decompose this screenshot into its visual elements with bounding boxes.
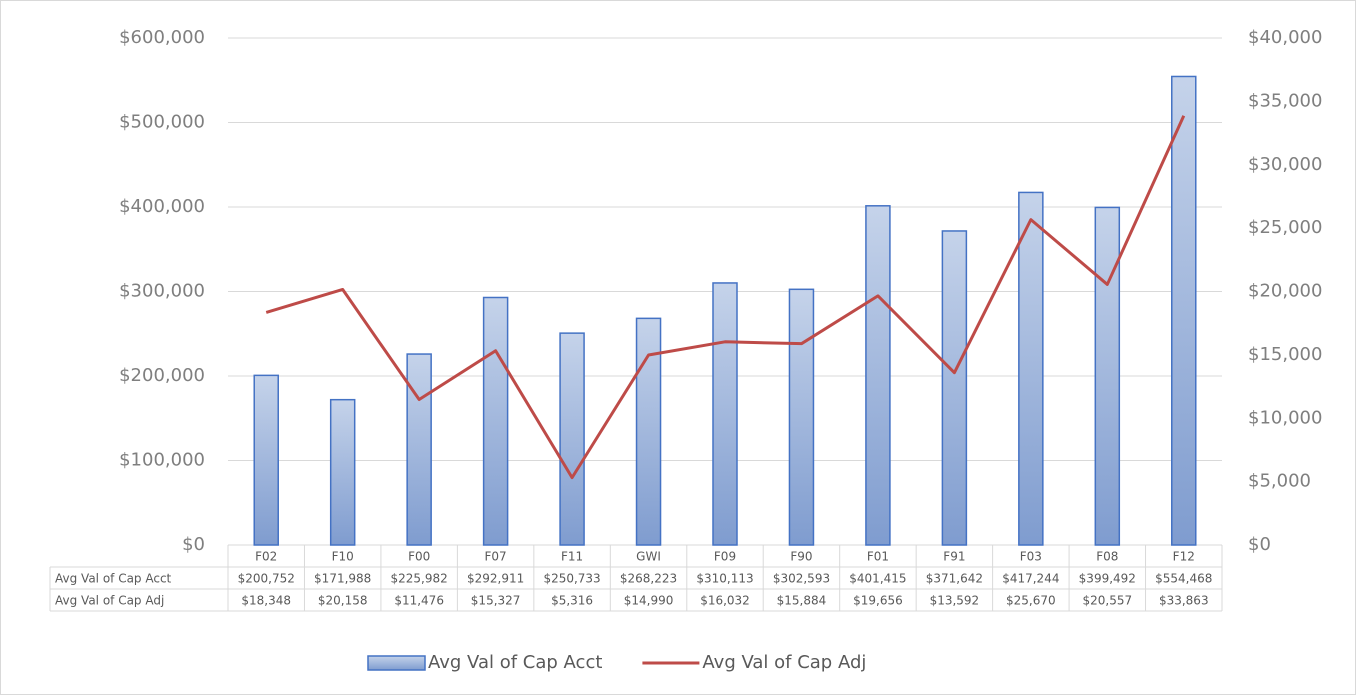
bar bbox=[406, 353, 432, 546]
bar bbox=[788, 288, 815, 546]
y-tick-label: $100,000 bbox=[119, 450, 205, 471]
bar bbox=[329, 398, 356, 546]
y-tick-label: $500,000 bbox=[119, 112, 205, 133]
table-cell: $33,863 bbox=[1159, 594, 1209, 608]
y2-tick-label: $20,000 bbox=[1248, 281, 1322, 302]
bar bbox=[1018, 191, 1044, 546]
x-tick-label: F01 bbox=[867, 550, 889, 564]
table-cell: $14,990 bbox=[624, 594, 674, 608]
table-cell: $250,733 bbox=[543, 572, 600, 586]
table-cell: $200,752 bbox=[238, 572, 295, 586]
legend-label: Avg Val of Cap Adj bbox=[702, 652, 866, 673]
bar bbox=[253, 374, 279, 546]
y2-tick-label: $10,000 bbox=[1248, 407, 1322, 428]
table-cell: $15,327 bbox=[471, 594, 521, 608]
x-tick-label: F11 bbox=[561, 550, 583, 564]
x-tick-label: F10 bbox=[332, 550, 354, 564]
table-cell: $13,592 bbox=[930, 594, 980, 608]
y2-tick-label: $25,000 bbox=[1248, 217, 1322, 238]
line bbox=[265, 115, 1186, 480]
bar bbox=[1171, 75, 1197, 546]
y-tick-label: $600,000 bbox=[119, 27, 205, 48]
x-tick-label: F12 bbox=[1173, 550, 1195, 564]
table-cell: $11,476 bbox=[394, 594, 444, 608]
y2-tick-label: $5,000 bbox=[1248, 471, 1311, 492]
x-tick-label: F90 bbox=[790, 550, 812, 564]
table-cell: $292,911 bbox=[467, 572, 524, 586]
table-cell: $5,316 bbox=[551, 594, 593, 608]
table-cell: $310,113 bbox=[696, 572, 753, 586]
table-cell: $401,415 bbox=[849, 572, 906, 586]
y-tick-label: $400,000 bbox=[119, 196, 205, 217]
y2-tick-label: $30,000 bbox=[1248, 154, 1322, 175]
x-tick-label: F02 bbox=[255, 550, 277, 564]
table-row-label: Avg Val of Cap Adj bbox=[55, 594, 164, 608]
table-cell: $302,593 bbox=[773, 572, 830, 586]
bar bbox=[941, 230, 968, 546]
table-cell: $371,642 bbox=[926, 572, 983, 586]
x-tick-label: F09 bbox=[714, 550, 736, 564]
legend-swatch bbox=[367, 655, 426, 671]
table-cell: $25,670 bbox=[1006, 594, 1056, 608]
y-tick-label: $0 bbox=[182, 534, 205, 555]
bar bbox=[559, 332, 585, 546]
y-tick-label: $200,000 bbox=[119, 365, 205, 386]
x-tick-label: F08 bbox=[1096, 550, 1118, 564]
y2-tick-label: $35,000 bbox=[1248, 90, 1322, 111]
table-cell: $16,032 bbox=[700, 594, 750, 608]
table-cell: $554,468 bbox=[1155, 572, 1212, 586]
legend-label: Avg Val of Cap Acct bbox=[428, 652, 602, 673]
x-tick-label: F00 bbox=[408, 550, 430, 564]
x-tick-label: F07 bbox=[485, 550, 507, 564]
x-tick-label: GWI bbox=[636, 550, 661, 564]
y2-tick-label: $15,000 bbox=[1248, 344, 1322, 365]
bar bbox=[712, 282, 738, 546]
table-cell: $171,988 bbox=[314, 572, 371, 586]
table-cell: $399,492 bbox=[1079, 572, 1136, 586]
bar bbox=[865, 205, 891, 546]
table-cell: $18,348 bbox=[241, 594, 291, 608]
y2-tick-label: $0 bbox=[1248, 534, 1271, 555]
table-cell: $20,158 bbox=[318, 594, 368, 608]
table-cell: $268,223 bbox=[620, 572, 677, 586]
x-tick-label: F03 bbox=[1020, 550, 1042, 564]
bar bbox=[1094, 206, 1121, 546]
table-cell: $417,244 bbox=[1002, 572, 1059, 586]
table-cell: $19,656 bbox=[853, 594, 903, 608]
bar bbox=[482, 296, 509, 546]
y-tick-label: $300,000 bbox=[119, 281, 205, 302]
table-cell: $20,557 bbox=[1082, 594, 1132, 608]
table-cell: $225,982 bbox=[391, 572, 448, 586]
x-tick-label: F91 bbox=[943, 550, 965, 564]
y2-tick-label: $40,000 bbox=[1248, 27, 1322, 48]
table-row-label: Avg Val of Cap Acct bbox=[55, 572, 172, 586]
table-cell: $15,884 bbox=[777, 594, 827, 608]
